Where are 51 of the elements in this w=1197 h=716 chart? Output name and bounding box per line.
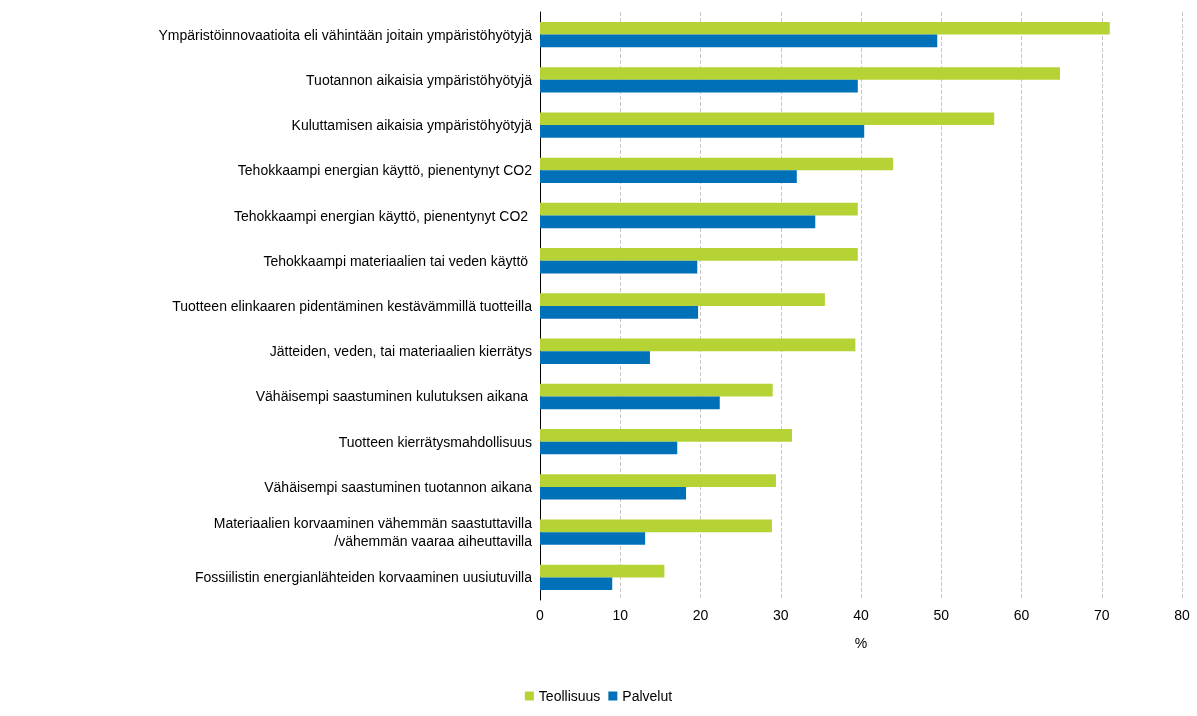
x-tick-label: 50: [933, 607, 950, 623]
y-tick-label: Jätteiden, veden, tai materiaalien kierrätys: [269, 343, 532, 360]
y-tick-label: Tuotteen elinkaaren pidentäminen kestävämmillä tuotteilla: [172, 298, 533, 314]
bar: [540, 260, 698, 274]
x-tick-label: 0: [536, 607, 545, 623]
y-tick-label: Tehokkaampi energian käyttö, pienentynyt CO2: [237, 162, 533, 179]
bar: [540, 125, 865, 138]
x-tick-label: 40: [853, 607, 869, 623]
bar: [540, 170, 797, 183]
y-tick-label: Materiaalien korvaaminen vähemmän saastuttavilla /vähemmän vaaraa aiheuttavilla: [213, 515, 533, 550]
y-tick-label: Tuotteen kierrätysmahdollisuus: [338, 433, 532, 450]
bar: [540, 429, 792, 442]
y-tick-label: Tuotannon aikaisia ympäristöhyötyjä: [306, 71, 533, 88]
x-axis-title: %: [854, 635, 868, 651]
bar: [540, 215, 816, 229]
bar: [540, 564, 665, 578]
bar: [540, 486, 687, 500]
x-tick-label: 30: [772, 607, 789, 623]
legend-label: Palvelut: [622, 688, 673, 704]
bar: [540, 351, 650, 364]
bar: [540, 79, 858, 93]
bar: [540, 474, 776, 487]
bar: [540, 306, 699, 319]
bar: [540, 112, 995, 126]
bar: [540, 396, 720, 410]
bar: [540, 202, 858, 216]
bar: [540, 577, 613, 591]
y-tick-label: Ympäristöinnovaatioita eli vähintään joitain ympäristöhyötyjä: [158, 26, 533, 43]
bar: [540, 338, 856, 352]
bar: [540, 248, 858, 261]
y-tick-label: Tehokkaampi materiaalien tai veden käyttö: [263, 252, 532, 269]
x-tick-label: 70: [1093, 607, 1110, 623]
bar: [540, 441, 678, 455]
bar: [540, 532, 646, 545]
y-tick-label: Kuluttamisen aikaisia ympäristöhyötyjä: [291, 117, 533, 134]
legend-label: Teollisuus: [538, 688, 601, 704]
bar: [540, 519, 772, 533]
y-tick-label: Vähäisempi saastuminen tuotannon aikana: [264, 478, 533, 495]
bar: [540, 157, 894, 171]
y-tick-label: Vähäisempi saastuminen kulutuksen aikana: [255, 388, 532, 405]
bar: [540, 34, 938, 48]
x-tick-label: 10: [612, 607, 629, 623]
bar: [540, 67, 1061, 80]
x-tick-label: 60: [1013, 607, 1030, 623]
y-tick-label: Tehokkaampi energian käyttö, pienentynyt CO2: [233, 207, 532, 224]
y-tick-label: Fossiilistin energianlähteiden korvaaminen uusiutuvilla: [195, 569, 533, 586]
bar: [540, 383, 773, 397]
bar: [540, 21, 1110, 35]
bar: [540, 293, 825, 306]
x-tick-label: 20: [692, 607, 709, 623]
x-tick-label: 80: [1174, 607, 1190, 623]
